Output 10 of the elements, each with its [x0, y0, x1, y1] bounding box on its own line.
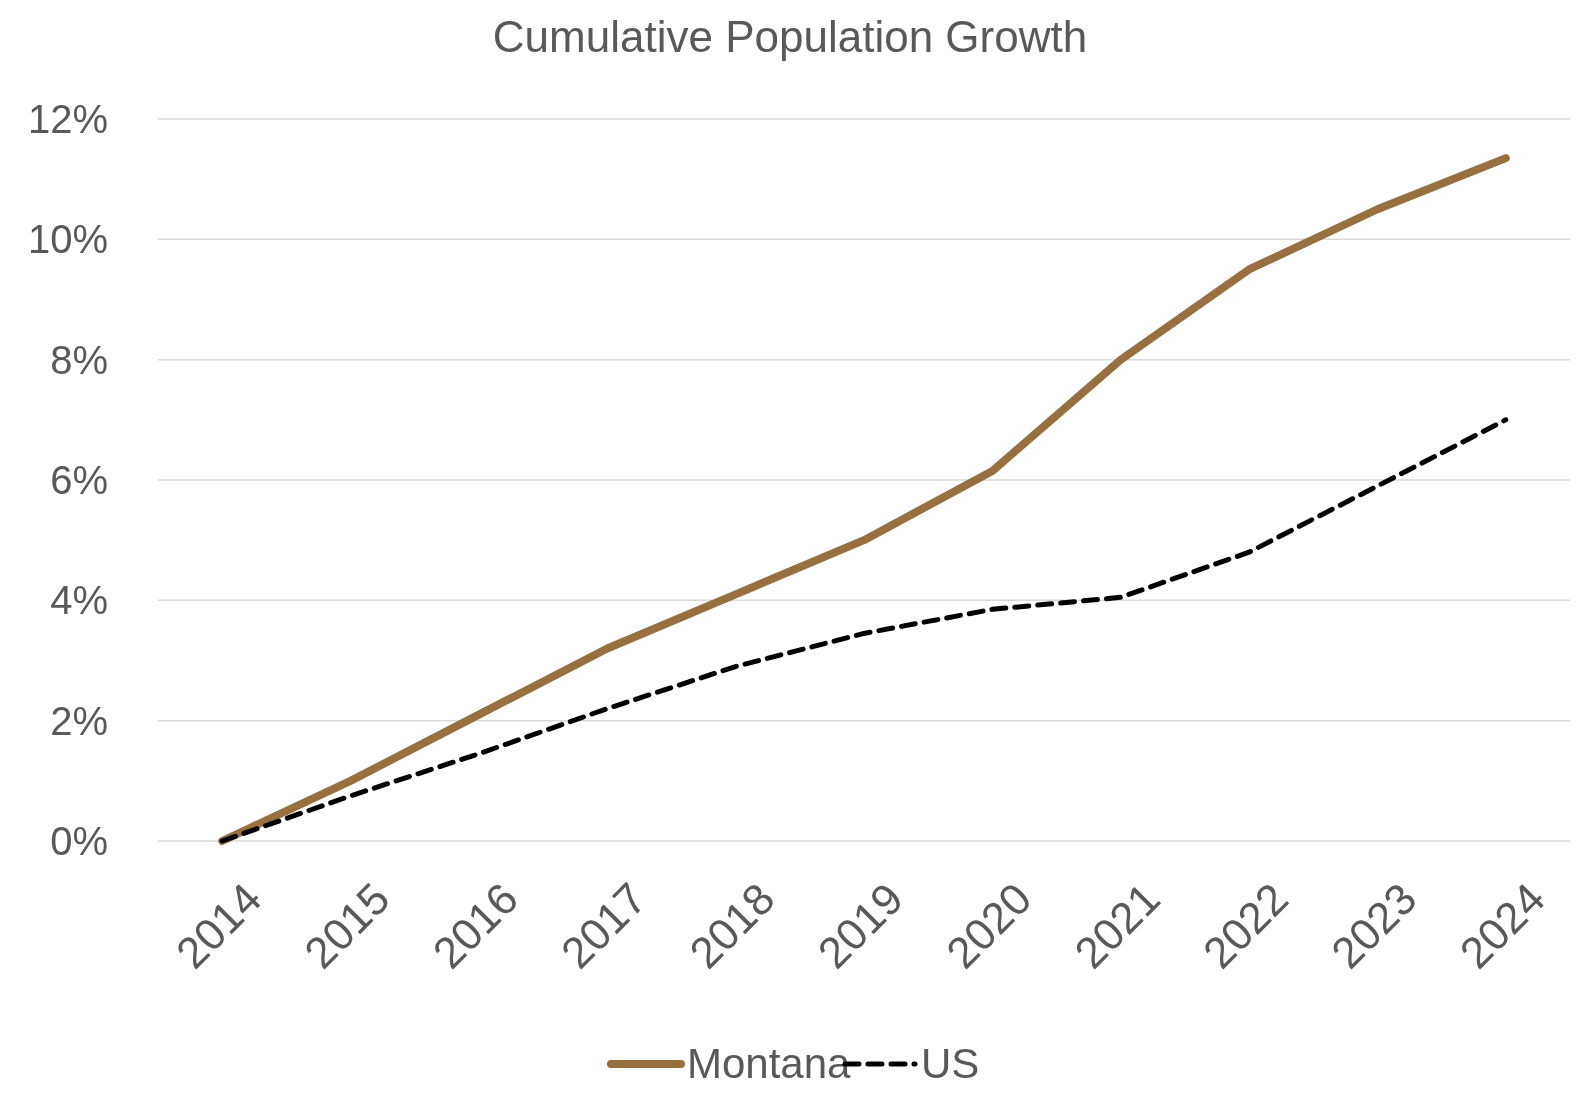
- y-tick-label: 8%: [50, 337, 108, 382]
- legend-label: Montana: [687, 1040, 852, 1087]
- y-tick-label: 12%: [27, 97, 108, 141]
- chart-title: Cumulative Population Growth: [492, 12, 1088, 61]
- legend-label: US: [921, 1040, 980, 1087]
- y-tick-label: 0%: [50, 819, 108, 863]
- y-tick-label: 2%: [50, 698, 108, 743]
- y-tick-label: 6%: [50, 458, 108, 502]
- y-tick-label: 10%: [27, 217, 108, 262]
- y-tick-label: 4%: [50, 578, 108, 623]
